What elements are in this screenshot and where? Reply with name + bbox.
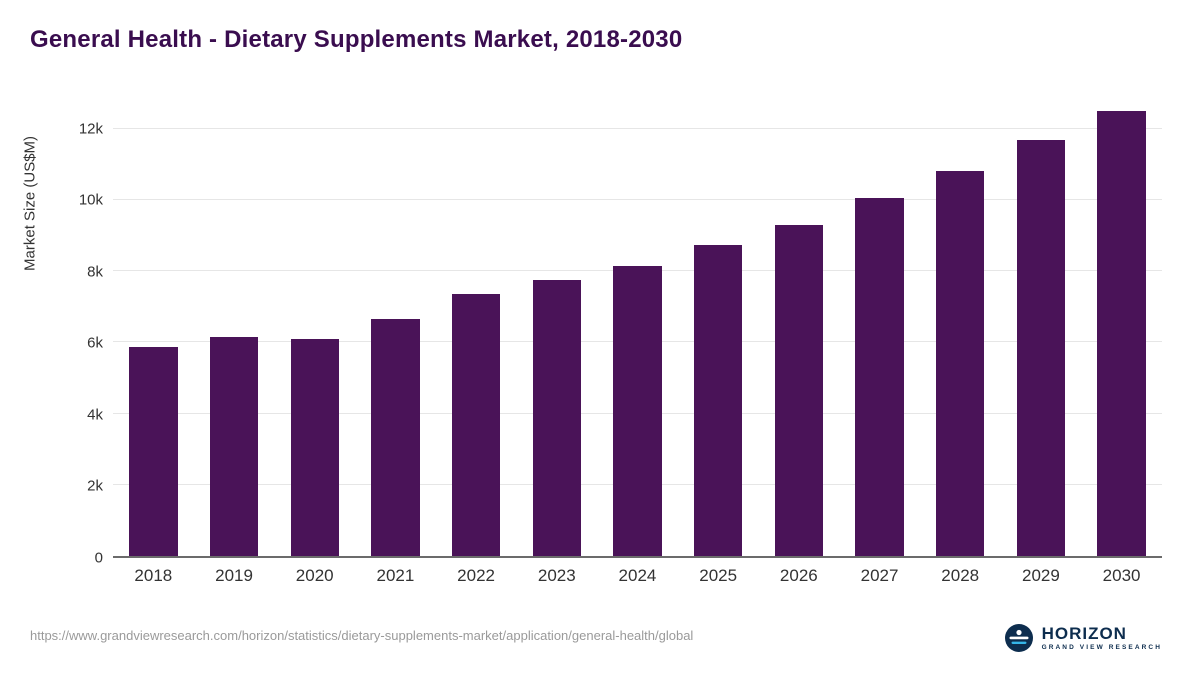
x-tick-label: 2026 bbox=[779, 566, 818, 585]
bar-2025 bbox=[693, 244, 743, 556]
logo-name: HORIZON bbox=[1041, 623, 1127, 643]
bar-cell bbox=[194, 100, 275, 556]
horizon-logo-text: HORIZON GRAND VIEW RESEARCH bbox=[1042, 625, 1162, 652]
x-tick-label: 2019 bbox=[215, 566, 253, 585]
bars-row bbox=[113, 100, 1162, 556]
y-tick-label: 12k bbox=[78, 120, 103, 138]
bar-2030 bbox=[1097, 111, 1146, 556]
bar-cell bbox=[678, 100, 759, 556]
x-tick-label: 2023 bbox=[537, 566, 576, 585]
bar-cell bbox=[516, 100, 597, 556]
bar-2027 bbox=[855, 197, 904, 556]
bar-cell bbox=[839, 100, 920, 556]
x-tick-label: 2030 bbox=[1102, 566, 1141, 585]
bar-cell bbox=[1001, 100, 1082, 556]
bar-2021 bbox=[371, 319, 420, 556]
x-tick-label: 2020 bbox=[295, 566, 334, 585]
bar-2018 bbox=[129, 346, 178, 556]
bar-cell bbox=[759, 100, 840, 556]
bar-cell bbox=[1081, 100, 1162, 556]
x-axis-labels: 2018 2019 2020 2021 2022 2023 2024 2025 2026 2027… bbox=[113, 566, 1162, 586]
x-tick-label: 2025 bbox=[699, 566, 738, 585]
y-tick-label: 0 bbox=[94, 549, 103, 567]
bar-2019 bbox=[209, 336, 259, 556]
plot-area bbox=[113, 100, 1162, 558]
x-tick-label: 2021 bbox=[376, 566, 415, 585]
x-tick-label: 2028 bbox=[941, 566, 980, 585]
x-tick-label: 2022 bbox=[457, 566, 495, 585]
bar-cell bbox=[355, 100, 436, 556]
bar-cell bbox=[274, 100, 355, 556]
horizon-logo-icon bbox=[1004, 624, 1033, 652]
x-tick-label: 2027 bbox=[860, 566, 899, 585]
horizon-logo: HORIZON GRAND VIEW RESEARCH bbox=[1004, 623, 1162, 653]
logo-subtext: GRAND VIEW RESEARCH bbox=[1041, 643, 1162, 651]
x-tick-label: 2018 bbox=[134, 566, 173, 585]
bar-2022 bbox=[451, 294, 501, 556]
bar-2020 bbox=[290, 339, 339, 556]
y-tick-label: 4k bbox=[87, 406, 103, 424]
y-axis-tick-labels: 0 2k 4k 6k 8k 10k 12k bbox=[55, 100, 103, 566]
bar-2023 bbox=[532, 279, 581, 556]
bar-2026 bbox=[774, 225, 824, 556]
bar-cell bbox=[920, 100, 1001, 556]
gridline bbox=[113, 127, 1162, 129]
chart-title: General Health - Dietary Supplements Mar… bbox=[30, 26, 683, 53]
y-tick-label: 10k bbox=[78, 191, 103, 209]
y-tick-label: 8k bbox=[87, 263, 103, 281]
x-tick-label: 2029 bbox=[1021, 566, 1060, 585]
y-tick-label: 6k bbox=[87, 334, 103, 352]
gridline bbox=[113, 198, 1162, 200]
bar-2024 bbox=[613, 265, 662, 556]
y-tick-label: 2k bbox=[87, 477, 103, 495]
x-tick-label: 2024 bbox=[618, 566, 657, 585]
bar-cell bbox=[436, 100, 517, 556]
bar-2028 bbox=[936, 171, 985, 556]
source-url: https://www.grandviewresearch.com/horizo… bbox=[30, 628, 694, 643]
bar-2029 bbox=[1016, 139, 1066, 556]
bar-cell bbox=[113, 100, 194, 556]
bar-cell bbox=[597, 100, 678, 556]
y-axis-title: Market Size (US$M) bbox=[21, 135, 39, 271]
